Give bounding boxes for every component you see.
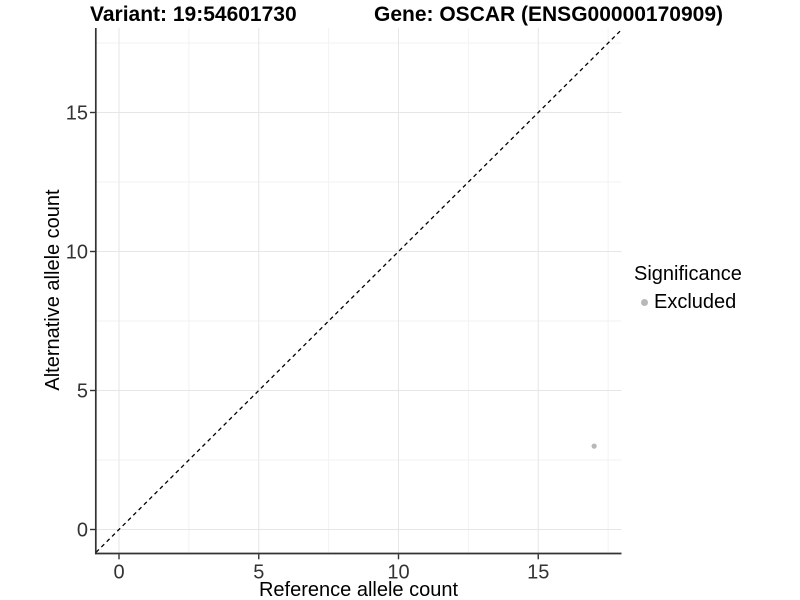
excluded-point-icon: [641, 298, 648, 306]
x-tick-label: 10: [387, 562, 409, 584]
y-axis-title: Alternative allele count: [42, 189, 64, 391]
x-axis-title: Reference allele count: [258, 579, 458, 600]
y-tick-label: 0: [77, 520, 88, 542]
y-tick-label: 5: [77, 381, 88, 403]
legend-title: Significance: [634, 263, 742, 285]
identity-line: [95, 29, 622, 553]
legend: Significance Excluded: [634, 263, 742, 312]
x-tick-label: 5: [253, 562, 264, 584]
plot-title-gene: Gene: OSCAR (ENSG00000170909): [374, 3, 723, 26]
y-tick-label: 10: [66, 242, 88, 264]
plot-title-variant: Variant: 19:54601730: [90, 3, 297, 26]
data-point: [591, 443, 597, 449]
legend-item-label: Excluded: [654, 291, 737, 313]
x-tick-label: 15: [527, 562, 549, 584]
legend-item-excluded: Excluded: [641, 292, 742, 312]
y-tick-label: 15: [66, 103, 88, 125]
x-tick-label: 0: [113, 562, 124, 584]
